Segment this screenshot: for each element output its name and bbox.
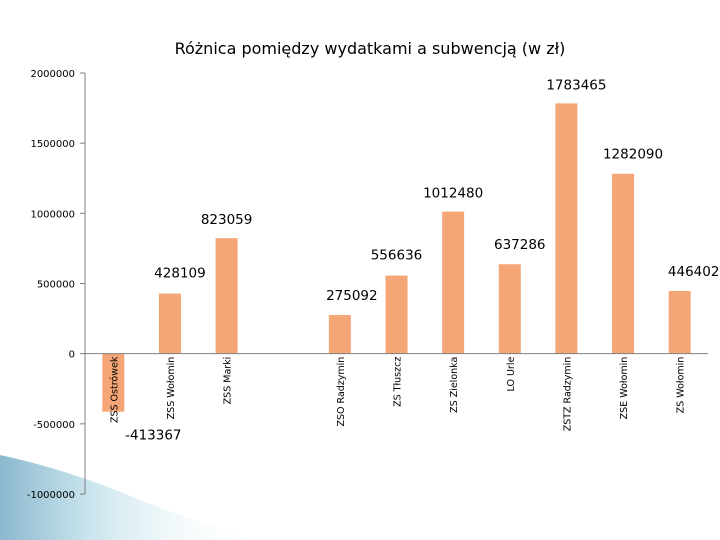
- bar: [555, 103, 578, 354]
- y-axis-ticks: 2000000 1500000 1000000 500000 0 -500000 -1000…: [27, 69, 85, 501]
- decorative-swoosh: [0, 455, 260, 540]
- category-label: LO Urle: [506, 357, 517, 392]
- y-tick-label: 1000000: [30, 209, 75, 220]
- data-label: 1012480: [423, 186, 483, 202]
- category-label: ZSS Wołomin: [166, 357, 177, 420]
- category-labels: ZSS Ostrówek ZSS Wołomin ZSS Marki ZSO Radz…: [109, 356, 686, 431]
- category-label: ZSS Marki: [223, 357, 234, 405]
- chart-title: Różnica pomiędzy wydatkami a subwencją (…: [175, 39, 566, 58]
- y-tick-label: 0: [69, 350, 75, 361]
- bar: [385, 275, 408, 354]
- data-label: 823059: [201, 212, 253, 228]
- data-label: 556636: [371, 248, 423, 264]
- data-label: 637286: [494, 237, 546, 253]
- category-label: ZSE Wołomin: [619, 357, 630, 420]
- data-label: 446402: [668, 264, 720, 280]
- y-tick-label: 2000000: [30, 69, 75, 80]
- category-label: ZS Wołomin: [676, 357, 687, 414]
- bar: [328, 315, 351, 354]
- data-labels: -413367 428109 823059 275092 556636 1012480 63…: [125, 77, 719, 443]
- data-label: 1282090: [603, 147, 663, 163]
- y-tick-label: 500000: [37, 280, 75, 291]
- bar: [442, 211, 465, 354]
- data-label: 428109: [154, 266, 206, 282]
- category-label: ZSS Ostrówek: [109, 356, 120, 423]
- category-label: ZS Tłuszcz: [393, 357, 404, 407]
- data-label: 275092: [326, 288, 378, 304]
- category-label: ZSTZ Radzymin: [562, 357, 573, 432]
- bar: [102, 353, 125, 412]
- bars: [102, 103, 691, 412]
- bar: [498, 264, 521, 354]
- y-tick-label: -500000: [33, 420, 75, 431]
- y-tick-label: 1500000: [30, 139, 75, 150]
- category-label: ZS Zielonka: [449, 357, 460, 413]
- data-label: -413367: [125, 428, 181, 444]
- bar: [158, 293, 181, 354]
- category-label: ZSO Radzymin: [336, 357, 347, 427]
- bar: [612, 173, 635, 354]
- bar: [668, 291, 691, 354]
- y-tick-label: -1000000: [27, 490, 75, 501]
- bar: [215, 238, 238, 354]
- data-label: 1783465: [546, 77, 606, 93]
